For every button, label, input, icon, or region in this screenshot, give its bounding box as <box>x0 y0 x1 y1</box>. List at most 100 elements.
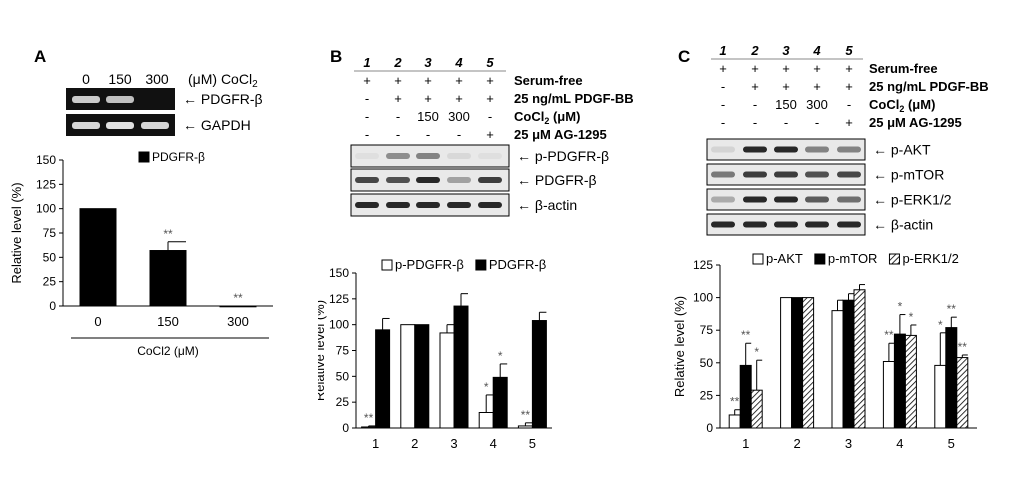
x-tick-label: 2 <box>793 436 800 451</box>
x-tick-label: 5 <box>529 436 536 451</box>
y-tick-label: 125 <box>329 292 349 306</box>
blot-band <box>805 146 829 153</box>
legend-label: PDGFR-β <box>489 257 546 272</box>
blot-band <box>711 171 735 178</box>
y-tick-label: 75 <box>700 323 714 337</box>
gel-band <box>72 96 100 103</box>
condition-mark: + <box>719 61 727 76</box>
bar <box>414 324 430 429</box>
gel-lane-label: 300 <box>145 71 169 87</box>
condition-mark: - <box>753 115 757 130</box>
significance-mark: ** <box>233 291 243 305</box>
significance-mark: * <box>498 349 503 363</box>
condition-label: Serum-free <box>514 73 583 88</box>
bar <box>831 310 844 429</box>
x-tick-label: 300 <box>227 314 249 329</box>
blot-band <box>711 146 735 153</box>
condition-mark: - <box>815 115 819 130</box>
condition-mark: + <box>813 79 821 94</box>
y-tick-label: 0 <box>706 421 713 435</box>
blot-band <box>743 196 767 203</box>
condition-label: CoCl2 (μM) <box>514 109 580 126</box>
panel-a-gel-header: 0 150 300 (μM) CoCl2 <box>82 71 258 90</box>
panel-c-letter: C <box>678 47 690 66</box>
condition-label: 25 ng/mL PDGF-BB <box>514 91 634 106</box>
condition-mark: + <box>751 79 759 94</box>
bar <box>492 376 508 429</box>
legend-label: p-AKT <box>766 251 803 266</box>
x-tick-label: 3 <box>845 436 852 451</box>
condition-mark: + <box>751 61 759 76</box>
legend-swatch <box>381 259 393 271</box>
condition-mark: - <box>721 115 725 130</box>
x-tick-label: 1 <box>742 436 749 451</box>
condition-mark: - <box>365 91 369 106</box>
condition-mark: + <box>845 79 853 94</box>
bar <box>149 250 187 307</box>
bar <box>893 333 906 429</box>
condition-mark: + <box>394 91 402 106</box>
panel-c: C 1 2 3 4 5 + + + + + Serum-free - + + + +25 ng/mL PDGF… <box>672 43 989 451</box>
condition-mark: 300 <box>448 109 470 124</box>
panel-b-letter: B <box>330 47 342 66</box>
blot-band <box>774 221 798 228</box>
bar <box>439 332 455 429</box>
panel-c-conditions: 1 2 3 4 5 + + + + + Serum-free - + + + +25 ng/mL PDGF-B… <box>711 43 989 130</box>
panel-b: B 1 2 3 4 5 + + + + + Serum-free - + + + +25 ng/mL PDGF… <box>318 47 634 451</box>
condition-mark: - <box>488 109 492 124</box>
panel-b-conditions: 1 2 3 4 5 + + + + + Serum-free - + + + +25 ng/mL PDGF-B… <box>354 55 634 142</box>
y-tick-label: 25 <box>336 395 350 409</box>
blot-band <box>416 202 440 208</box>
condition-mark: + <box>486 91 494 106</box>
gel-lane-label: 0 <box>82 71 90 87</box>
bar <box>478 412 494 429</box>
gel-band <box>72 122 100 129</box>
condition-mark: + <box>486 73 494 88</box>
gel-band <box>106 96 134 103</box>
lane-number: 4 <box>454 55 463 70</box>
condition-mark: 300 <box>806 97 828 112</box>
blot-band <box>805 171 829 178</box>
blot-band <box>837 196 861 203</box>
panel-a-gel: ← PDGFR-β ← GAPDH <box>66 88 263 136</box>
blot-band <box>355 177 379 183</box>
bar <box>400 324 416 429</box>
bar <box>791 297 804 429</box>
blot-band <box>805 221 829 228</box>
lane-number: 4 <box>812 43 821 58</box>
blot-band <box>837 171 861 178</box>
blot-label: ← β-actin <box>517 197 577 213</box>
condition-label: 25 μM AG-1295 <box>514 127 607 142</box>
bar <box>904 334 917 429</box>
significance-mark: ** <box>947 302 957 316</box>
blot-band <box>743 171 767 178</box>
x-tick-label: 150 <box>157 314 179 329</box>
significance-mark: * <box>484 380 489 394</box>
blot-band <box>743 146 767 153</box>
legend-label: p-PDGFR-β <box>395 257 464 272</box>
blot-band <box>447 153 471 159</box>
condition-mark: + <box>782 79 790 94</box>
x-tick-label: 0 <box>94 314 101 329</box>
significance-mark: ** <box>958 340 968 354</box>
significance-mark: * <box>754 345 759 359</box>
legend-swatch <box>138 151 150 163</box>
blot-band <box>416 153 440 159</box>
lane-number: 5 <box>845 43 853 58</box>
condition-mark: + <box>455 73 463 88</box>
y-tick-label: 50 <box>43 250 57 264</box>
panel-a: A 0 150 300 (μM) CoCl2 ← PDGFR-β← GAPDH … <box>9 47 273 358</box>
y-tick-label: 0 <box>49 299 56 313</box>
y-axis-title: Relative level (%) <box>672 296 687 397</box>
condition-mark: - <box>721 97 725 112</box>
y-axis-title: Relative level (%) <box>9 182 24 283</box>
condition-mark: + <box>424 73 432 88</box>
lane-number: 3 <box>782 43 790 58</box>
lane-number: 5 <box>486 55 494 70</box>
y-tick-label: 125 <box>36 177 56 191</box>
bar <box>934 364 947 429</box>
legend-label: p-ERK1/2 <box>902 251 958 266</box>
condition-mark: - <box>457 127 461 142</box>
y-tick-label: 75 <box>336 344 350 358</box>
condition-mark: + <box>845 115 853 130</box>
